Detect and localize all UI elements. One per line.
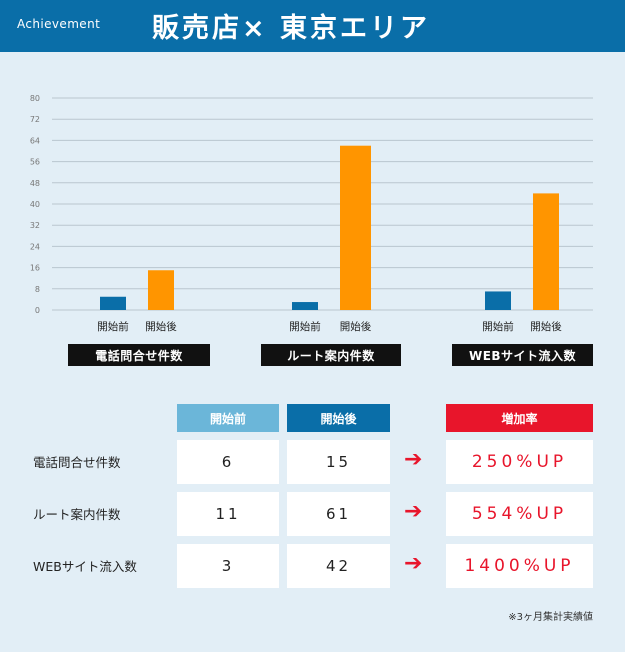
cell-before-web: 3 — [177, 544, 279, 588]
bar-before-2 — [485, 291, 511, 310]
y-tick-label: 56 — [30, 158, 40, 167]
x-tick-label: 開始前 — [97, 320, 129, 333]
category-label-route: ルート案内件数 — [261, 344, 401, 366]
bar-after-0 — [148, 270, 174, 310]
bar-after-2 — [533, 193, 559, 310]
x-tick-label: 開始後 — [145, 320, 177, 333]
row-label-phone: 電話問合せ件数 — [33, 455, 121, 470]
x-tick-label: 開始前 — [289, 320, 321, 333]
category-label-phone: 電話問合せ件数 — [68, 344, 210, 366]
x-tick-label: 開始後 — [530, 320, 562, 333]
arrow-right-icon: ➔ — [404, 499, 423, 524]
y-tick-label: 8 — [35, 285, 40, 294]
row-label-route: ルート案内件数 — [33, 507, 121, 522]
cell-after-phone: 15 — [287, 440, 390, 484]
x-tick-label: 開始前 — [482, 320, 514, 333]
y-tick-label: 24 — [30, 242, 40, 251]
header-tag: Achievement — [17, 17, 101, 31]
category-label-web: WEBサイト流入数 — [452, 344, 593, 366]
y-tick-label: 80 — [30, 94, 40, 103]
arrow-right-icon: ➔ — [404, 447, 423, 472]
y-tick-label: 16 — [30, 264, 40, 273]
y-tick-label: 72 — [30, 115, 40, 124]
cell-after-web: 42 — [287, 544, 390, 588]
page-title: 販売店× 東京エリア — [152, 13, 431, 44]
row-label-web: WEBサイト流入数 — [33, 559, 137, 574]
cell-rate-phone: 250%UP — [446, 440, 593, 484]
table-header-after: 開始後 — [287, 404, 390, 432]
table-header-rate: 増加率 — [446, 404, 593, 432]
table-header-before: 開始前 — [177, 404, 279, 432]
cell-after-route: 61 — [287, 492, 390, 536]
y-tick-label: 48 — [30, 179, 40, 188]
y-tick-label: 0 — [35, 306, 40, 315]
x-tick-label: 開始後 — [340, 320, 372, 333]
bar-after-1 — [340, 145, 371, 310]
y-tick-label: 40 — [30, 200, 40, 209]
cell-rate-web: 1400%UP — [446, 544, 593, 588]
bar-chart: 0 8 16 24 32 40 48 56 64 72 80 開始前 開始前 開始前 開始後 開始後 開始後 — [30, 94, 593, 333]
arrow-right-icon: ➔ — [404, 551, 423, 576]
y-tick-label: 64 — [30, 136, 40, 145]
cell-before-phone: 6 — [177, 440, 279, 484]
cell-before-route: 11 — [177, 492, 279, 536]
footnote: ※3ヶ月集計実績値 — [508, 612, 593, 623]
header-bar: Achievement 販売店× 東京エリア — [0, 0, 625, 52]
bar-before-0 — [100, 296, 126, 310]
y-tick-label: 32 — [30, 221, 40, 230]
bar-before-1 — [292, 302, 318, 310]
cell-rate-route: 554%UP — [446, 492, 593, 536]
